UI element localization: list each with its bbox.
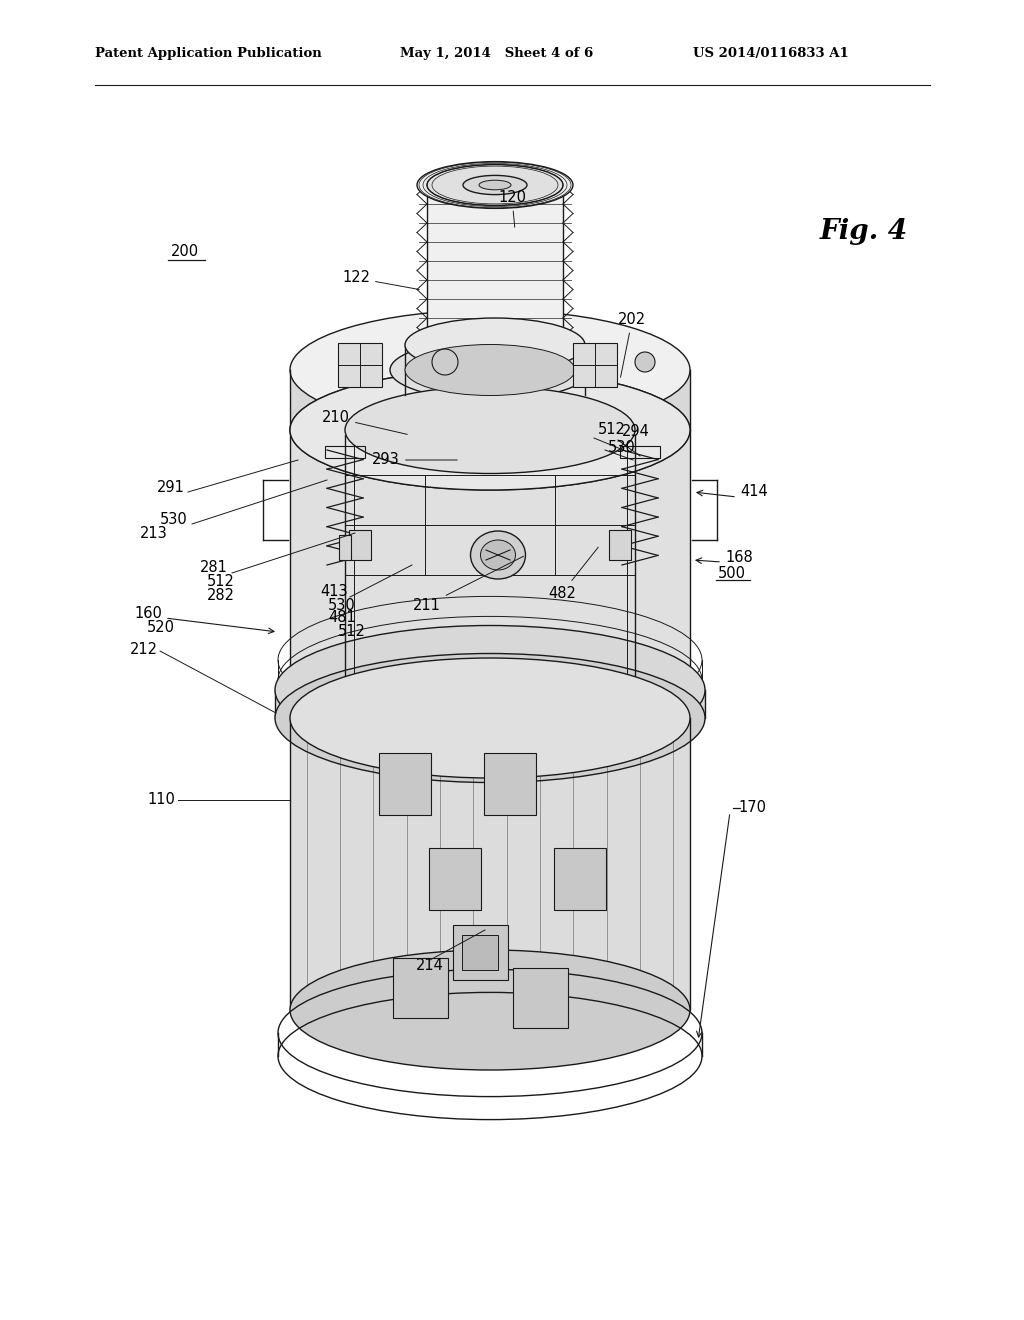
Text: 530: 530 [160,512,188,528]
FancyBboxPatch shape [275,690,705,718]
Text: 512: 512 [338,623,366,639]
Bar [338,343,382,387]
FancyBboxPatch shape [379,752,431,814]
Text: 120: 120 [498,190,526,227]
Text: 281: 281 [200,561,228,576]
Text: 293: 293 [373,453,458,467]
Ellipse shape [463,176,527,194]
Text: Patent Application Publication: Patent Application Publication [95,48,322,59]
Text: 500: 500 [718,565,746,581]
Ellipse shape [345,387,635,474]
Ellipse shape [290,950,690,1071]
Ellipse shape [275,626,705,755]
Text: 520: 520 [147,620,175,635]
Text: May 1, 2014   Sheet 4 of 6: May 1, 2014 Sheet 4 of 6 [400,48,593,59]
Text: 530: 530 [329,598,356,612]
Text: 170: 170 [738,800,766,816]
Text: US 2014/0116833 A1: US 2014/0116833 A1 [693,48,849,59]
Bar [609,531,631,560]
Ellipse shape [470,531,525,579]
Ellipse shape [479,181,511,190]
Bar [462,935,498,970]
FancyBboxPatch shape [512,968,567,1028]
Text: 168: 168 [725,550,753,565]
Text: 211: 211 [413,556,523,612]
Text: 122: 122 [342,271,419,289]
FancyBboxPatch shape [429,847,481,909]
Ellipse shape [290,657,690,777]
Ellipse shape [275,653,705,783]
Circle shape [432,348,458,375]
Ellipse shape [290,640,690,760]
Ellipse shape [406,318,585,372]
Text: 294: 294 [622,425,650,440]
Bar [349,531,371,560]
Ellipse shape [290,310,690,430]
Text: 160: 160 [134,606,162,622]
Bar [339,535,351,560]
Ellipse shape [390,341,590,400]
Text: 481: 481 [329,610,356,626]
Text: 210: 210 [322,411,408,434]
Ellipse shape [290,370,690,490]
FancyBboxPatch shape [453,925,508,979]
Text: 413: 413 [321,585,348,599]
FancyBboxPatch shape [290,370,690,430]
Text: 202: 202 [618,313,646,378]
Text: 482: 482 [548,548,598,601]
Text: 110: 110 [147,792,175,808]
Text: 213: 213 [140,527,168,541]
FancyBboxPatch shape [392,958,447,1018]
FancyBboxPatch shape [290,430,690,700]
Bar [573,343,617,387]
Text: 214: 214 [416,957,444,973]
FancyBboxPatch shape [484,752,536,814]
FancyBboxPatch shape [554,847,606,909]
Ellipse shape [290,370,690,490]
Text: 512: 512 [207,574,234,590]
Text: 212: 212 [130,643,158,657]
Text: 200: 200 [171,244,199,260]
Ellipse shape [427,165,563,206]
FancyBboxPatch shape [406,345,585,395]
Text: 282: 282 [207,589,234,603]
Text: 530: 530 [608,440,636,454]
Text: 414: 414 [740,484,768,499]
FancyBboxPatch shape [290,718,690,1010]
Ellipse shape [480,540,515,570]
FancyBboxPatch shape [427,185,563,375]
Ellipse shape [417,161,573,209]
Text: 512: 512 [598,422,626,437]
Text: Fig. 4: Fig. 4 [820,218,908,246]
Ellipse shape [406,345,575,396]
Circle shape [635,352,655,372]
Text: 291: 291 [157,480,185,495]
